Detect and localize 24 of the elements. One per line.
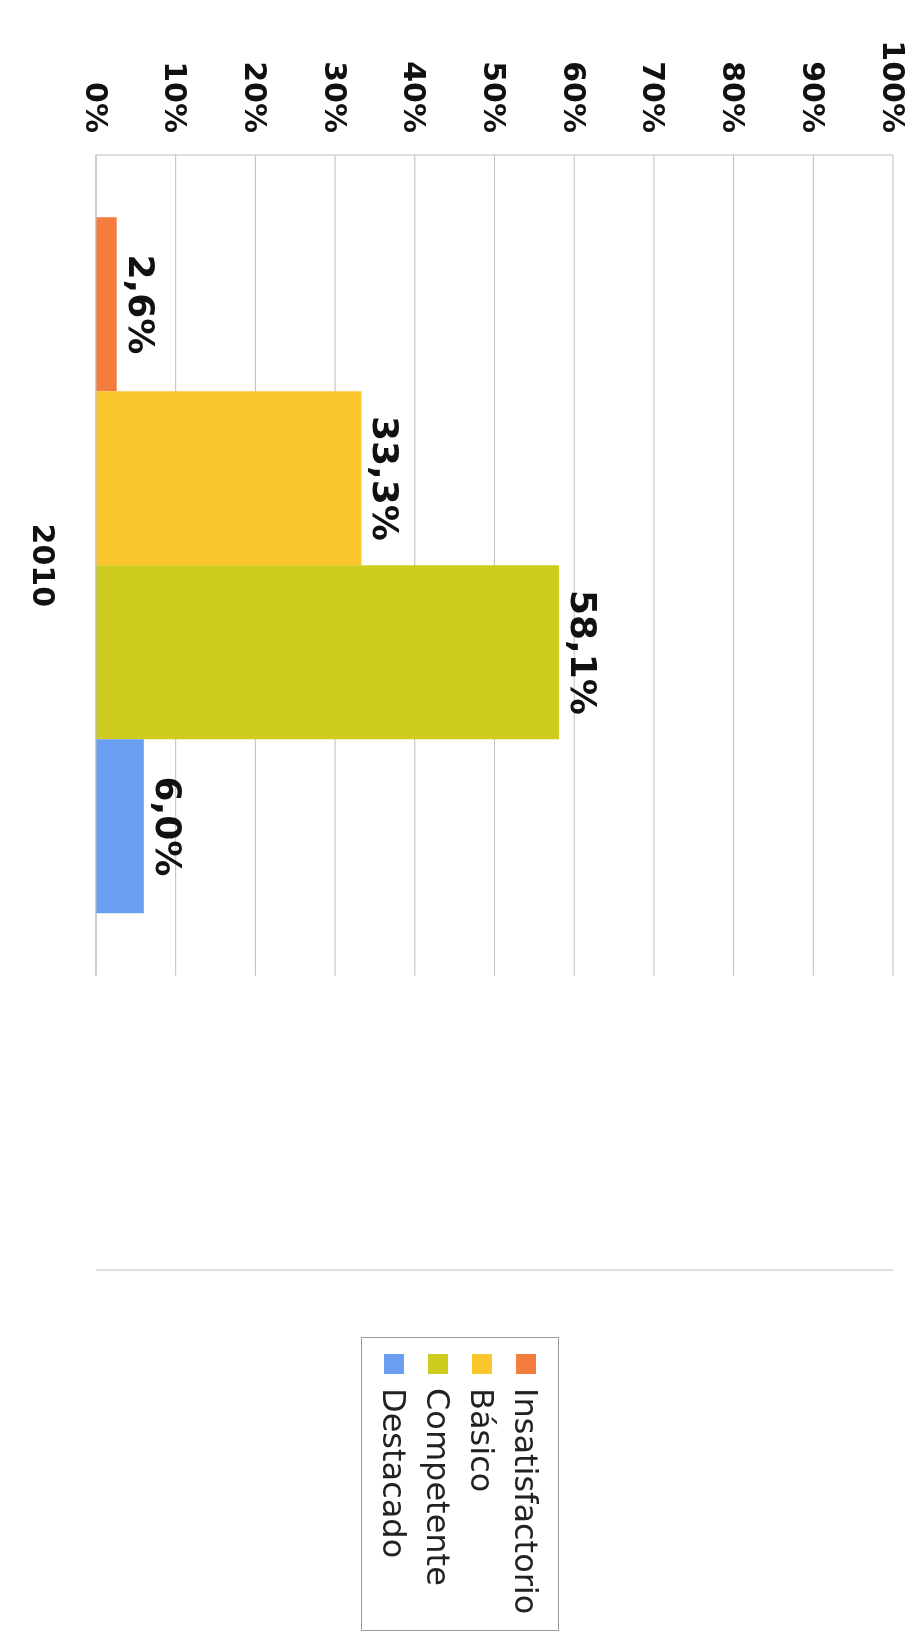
x-tick-label: 80%	[716, 61, 752, 133]
x-tick-label: 10%	[158, 61, 194, 133]
x-tick-label: 70%	[636, 61, 672, 133]
data-label: 2,6%	[120, 254, 162, 355]
x-tick-label: 30%	[317, 61, 353, 133]
legend-label: Insatisfactorio	[506, 1387, 545, 1614]
x-tick-label: 60%	[556, 61, 592, 133]
legend-label: Competente	[418, 1387, 457, 1586]
x-tick-label: 40%	[397, 61, 433, 133]
bar	[96, 217, 117, 392]
bar	[96, 565, 560, 740]
legend-label: Destacado	[374, 1387, 413, 1558]
x-tick-label: 20%	[237, 61, 273, 133]
y-tick-label: 2010	[25, 523, 61, 608]
x-tick-label: 100%	[875, 40, 911, 133]
x-tick-label: 50%	[477, 61, 512, 133]
bar	[96, 739, 144, 914]
x-tick-label: 0%	[78, 82, 114, 133]
data-label: 6,0%	[147, 776, 189, 877]
legend-label: Básico	[462, 1387, 501, 1492]
bar	[96, 391, 362, 566]
x-tick-label: 90%	[795, 61, 831, 133]
data-label: 33,3%	[365, 415, 407, 541]
data-label: 58,1%	[563, 589, 605, 715]
